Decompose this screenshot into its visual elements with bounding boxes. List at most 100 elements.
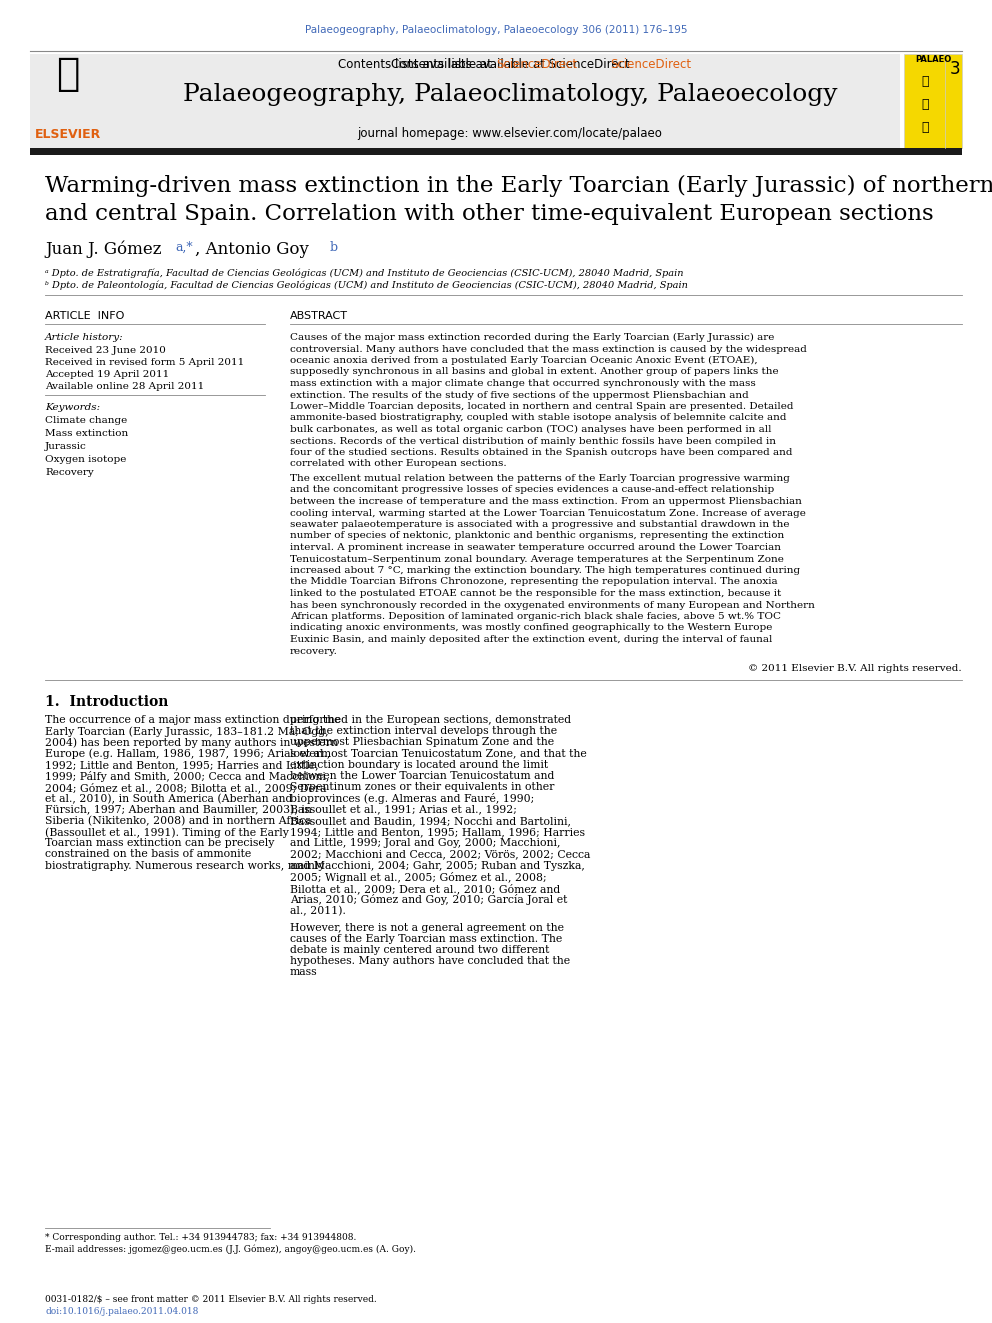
Text: Recovery: Recovery [45, 468, 94, 478]
Text: Palaeogeography, Palaeoclimatology, Palaeoecology: Palaeogeography, Palaeoclimatology, Pala… [183, 83, 837, 106]
Text: ABSTRACT: ABSTRACT [290, 311, 348, 321]
Text: debate is mainly centered around two different: debate is mainly centered around two dif… [290, 945, 550, 955]
Text: Serpentinum zones or their equivalents in other: Serpentinum zones or their equivalents i… [290, 782, 555, 792]
Text: Early Toarcian (Early Jurassic, 183–181.2 Ma; Ogg,: Early Toarcian (Early Jurassic, 183–181.… [45, 726, 328, 737]
Text: ARTICLE  INFO: ARTICLE INFO [45, 311, 124, 321]
Text: al., 2011).: al., 2011). [290, 905, 346, 916]
Text: * Corresponding author. Tel.: +34 913944783; fax: +34 913944808.: * Corresponding author. Tel.: +34 913944… [45, 1233, 356, 1242]
Text: 1.  Introduction: 1. Introduction [45, 695, 169, 709]
Text: uppermost Pliesbachian Spinatum Zone and the: uppermost Pliesbachian Spinatum Zone and… [290, 737, 555, 747]
Text: interval. A prominent increase in seawater temperature occurred around the Lower: interval. A prominent increase in seawat… [290, 542, 781, 552]
Text: a,*: a,* [175, 241, 192, 254]
Text: Jurassic: Jurassic [45, 442, 86, 451]
Text: and the concomitant progressive losses of species evidences a cause-and-effect r: and the concomitant progressive losses o… [290, 486, 774, 495]
Text: Tenuicostatum–Serpentinum zonal boundary. Average temperatures at the Serpentinu: Tenuicostatum–Serpentinum zonal boundary… [290, 554, 784, 564]
Text: lowermost Toarcian Tenuicostatum Zone, and that the: lowermost Toarcian Tenuicostatum Zone, a… [290, 749, 586, 758]
Text: supposedly synchronous in all basins and global in extent. Another group of pape: supposedly synchronous in all basins and… [290, 368, 779, 377]
Text: (Bassoullet et al., 1991). Timing of the Early: (Bassoullet et al., 1991). Timing of the… [45, 827, 289, 837]
Text: sections. Records of the vertical distribution of mainly benthic fossils have be: sections. Records of the vertical distri… [290, 437, 776, 446]
Text: 🌐: 🌐 [922, 75, 929, 89]
Text: mass extinction with a major climate change that occurred synchronously with the: mass extinction with a major climate cha… [290, 378, 756, 388]
Text: indicating anoxic environments, was mostly confined geographically to the Wester: indicating anoxic environments, was most… [290, 623, 773, 632]
Text: the Middle Toarcian Bifrons Chronozone, representing the repopulation interval. : the Middle Toarcian Bifrons Chronozone, … [290, 578, 778, 586]
Text: mass: mass [290, 967, 317, 978]
Text: seawater palaeotemperature is associated with a progressive and substantial draw: seawater palaeotemperature is associated… [290, 520, 790, 529]
FancyBboxPatch shape [904, 54, 962, 148]
FancyBboxPatch shape [30, 54, 900, 148]
Text: et al., 2010), in South America (Aberhan and: et al., 2010), in South America (Aberhan… [45, 794, 293, 804]
Text: 3: 3 [950, 60, 960, 78]
Text: four of the studied sections. Results obtained in the Spanish outcrops have been: four of the studied sections. Results ob… [290, 448, 793, 456]
Text: ELSEVIER: ELSEVIER [35, 128, 101, 142]
Text: Article history:: Article history: [45, 333, 124, 343]
Text: Received 23 June 2010: Received 23 June 2010 [45, 347, 166, 355]
Text: constrained on the basis of ammonite: constrained on the basis of ammonite [45, 849, 251, 860]
Text: 1992; Little and Benton, 1995; Harries and Little,: 1992; Little and Benton, 1995; Harries a… [45, 759, 318, 770]
Text: Causes of the major mass extinction recorded during the Early Toarcian (Early Ju: Causes of the major mass extinction reco… [290, 333, 775, 343]
Text: , Antonio Goy: , Antonio Goy [195, 241, 314, 258]
Text: PALAEO: PALAEO [915, 56, 951, 64]
Text: number of species of nektonic, planktonic and benthic organisms, representing th: number of species of nektonic, planktoni… [290, 532, 785, 541]
Text: Keywords:: Keywords: [45, 404, 100, 411]
Text: controversial. Many authors have concluded that the mass extinction is caused by: controversial. Many authors have conclud… [290, 344, 806, 353]
Text: 1994; Little and Benton, 1995; Hallam, 1996; Harries: 1994; Little and Benton, 1995; Hallam, 1… [290, 827, 585, 837]
Text: Bassoullet and Baudin, 1994; Nocchi and Bartolini,: Bassoullet and Baudin, 1994; Nocchi and … [290, 816, 571, 826]
Text: has been synchronously recorded in the oxygenated environments of many European : has been synchronously recorded in the o… [290, 601, 814, 610]
Text: Siberia (Nikitenko, 2008) and in northern Africa: Siberia (Nikitenko, 2008) and in norther… [45, 816, 311, 826]
Text: cooling interval, warming started at the Lower Toarcian Tenuicostatum Zone. Incr: cooling interval, warming started at the… [290, 508, 806, 517]
Text: Accepted 19 April 2011: Accepted 19 April 2011 [45, 370, 170, 378]
Text: Bassoullet et al., 1991; Arias et al., 1992;: Bassoullet et al., 1991; Arias et al., 1… [290, 804, 517, 815]
Text: ammonite-based biostratigraphy, coupled with stable isotope analysis of belemnit: ammonite-based biostratigraphy, coupled … [290, 414, 787, 422]
Text: 🌐: 🌐 [922, 120, 929, 134]
Text: Available online 28 April 2011: Available online 28 April 2011 [45, 382, 204, 392]
Text: 2005; Wignall et al., 2005; Gómez et al., 2008;: 2005; Wignall et al., 2005; Gómez et al.… [290, 872, 547, 882]
Text: However, there is not a general agreement on the: However, there is not a general agreemen… [290, 922, 564, 933]
Text: Toarcian mass extinction can be precisely: Toarcian mass extinction can be precisel… [45, 839, 275, 848]
Text: Juan J. Gómez: Juan J. Gómez [45, 241, 167, 258]
Text: between the Lower Toarcian Tenuicostatum and: between the Lower Toarcian Tenuicostatum… [290, 771, 555, 781]
Text: and central Spain. Correlation with other time-equivalent European sections: and central Spain. Correlation with othe… [45, 202, 933, 225]
Text: Bilotta et al., 2009; Dera et al., 2010; Gómez and: Bilotta et al., 2009; Dera et al., 2010;… [290, 882, 560, 894]
Text: Oxygen isotope: Oxygen isotope [45, 455, 126, 464]
Text: Lower–Middle Toarcian deposits, located in northern and central Spain are presen: Lower–Middle Toarcian deposits, located … [290, 402, 794, 411]
Text: and Little, 1999; Joral and Goy, 2000; Macchioni,: and Little, 1999; Joral and Goy, 2000; M… [290, 839, 560, 848]
Text: linked to the postulated ETOAE cannot be the responsible for the mass extinction: linked to the postulated ETOAE cannot be… [290, 589, 782, 598]
Text: ScienceDirect: ScienceDirect [610, 58, 691, 71]
Text: Euxinic Basin, and mainly deposited after the extinction event, during the inter: Euxinic Basin, and mainly deposited afte… [290, 635, 773, 644]
Text: b: b [330, 241, 338, 254]
Text: causes of the Early Toarcian mass extinction. The: causes of the Early Toarcian mass extinc… [290, 934, 562, 943]
Text: Contents lists available at: Contents lists available at [338, 58, 496, 71]
Text: extinction boundary is located around the limit: extinction boundary is located around th… [290, 759, 549, 770]
Text: Fürsich, 1997; Aberhan and Baumiller, 2003), in: Fürsich, 1997; Aberhan and Baumiller, 20… [45, 804, 311, 815]
Text: correlated with other European sections.: correlated with other European sections. [290, 459, 507, 468]
Text: and Macchioni, 2004; Gahr, 2005; Ruban and Tyszka,: and Macchioni, 2004; Gahr, 2005; Ruban a… [290, 860, 585, 871]
Text: bulk carbonates, as well as total organic carbon (TOC) analyses have been perfor: bulk carbonates, as well as total organi… [290, 425, 772, 434]
Text: 🌳: 🌳 [57, 56, 79, 93]
Text: Europe (e.g. Hallam, 1986, 1987, 1996; Arias et al.,: Europe (e.g. Hallam, 1986, 1987, 1996; A… [45, 749, 330, 759]
Text: biostratigraphy. Numerous research works, mainly: biostratigraphy. Numerous research works… [45, 860, 324, 871]
FancyBboxPatch shape [30, 148, 962, 155]
Text: The occurrence of a major mass extinction during the: The occurrence of a major mass extinctio… [45, 714, 340, 725]
Text: The excellent mutual relation between the patterns of the Early Toarcian progres: The excellent mutual relation between th… [290, 474, 790, 483]
Text: 🌐: 🌐 [922, 98, 929, 111]
Text: Palaeogeography, Palaeoclimatology, Palaeoecology 306 (2011) 176–195: Palaeogeography, Palaeoclimatology, Pala… [305, 25, 687, 34]
Text: hypotheses. Many authors have concluded that the: hypotheses. Many authors have concluded … [290, 957, 570, 966]
Text: oceanic anoxia derived from a postulated Early Toarcian Oceanic Anoxic Event (ET: oceanic anoxia derived from a postulated… [290, 356, 758, 365]
Text: ᵇ Dpto. de Paleontología, Facultad de Ciencias Geológicas (UCM) and Instituto de: ᵇ Dpto. de Paleontología, Facultad de Ci… [45, 280, 687, 291]
Text: Contents lists available at ScienceDirect: Contents lists available at ScienceDirec… [391, 58, 629, 71]
Text: between the increase of temperature and the mass extinction. From an uppermost P: between the increase of temperature and … [290, 497, 802, 505]
Text: African platforms. Deposition of laminated organic-rich black shale facies, abov: African platforms. Deposition of laminat… [290, 613, 781, 620]
Text: journal homepage: www.elsevier.com/locate/palaeo: journal homepage: www.elsevier.com/locat… [357, 127, 663, 140]
Text: © 2011 Elsevier B.V. All rights reserved.: © 2011 Elsevier B.V. All rights reserved… [748, 664, 962, 673]
FancyBboxPatch shape [30, 54, 160, 148]
Text: Mass extinction: Mass extinction [45, 429, 128, 438]
Text: Warming-driven mass extinction in the Early Toarcian (Early Jurassic) of norther: Warming-driven mass extinction in the Ea… [45, 175, 992, 197]
Text: 2004; Gómez et al., 2008; Bilotta et al., 2009; Dera: 2004; Gómez et al., 2008; Bilotta et al.… [45, 782, 326, 792]
Text: Arias, 2010; Gómez and Goy, 2010; García Joral et: Arias, 2010; Gómez and Goy, 2010; García… [290, 894, 567, 905]
Text: Climate change: Climate change [45, 415, 127, 425]
Text: 2004) has been reported by many authors in western: 2004) has been reported by many authors … [45, 737, 338, 747]
Text: bioprovinces (e.g. Almeras and Fauré, 1990;: bioprovinces (e.g. Almeras and Fauré, 19… [290, 794, 535, 804]
Text: increased about 7 °C, marking the extinction boundary. The high temperatures con: increased about 7 °C, marking the extinc… [290, 566, 801, 576]
Text: 2002; Macchioni and Cecca, 2002; Vörös, 2002; Cecca: 2002; Macchioni and Cecca, 2002; Vörös, … [290, 849, 590, 860]
Text: ScienceDirect: ScienceDirect [496, 58, 577, 71]
